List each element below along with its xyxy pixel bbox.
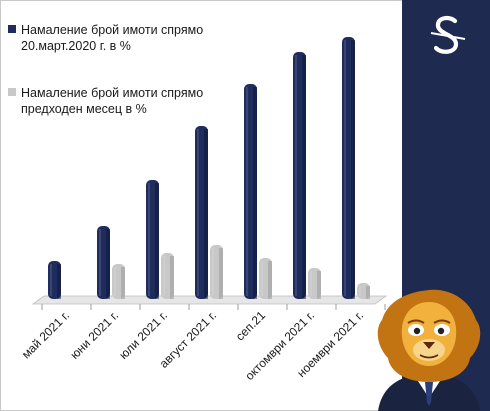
bar-series-1-6 [293, 52, 306, 299]
bar-series-1-1 [48, 261, 61, 299]
bar-series-1-4 [195, 126, 208, 299]
bar-series-1-5 [244, 84, 257, 299]
bar-series-2-4 [210, 245, 223, 299]
bar-series-2-3 [161, 253, 174, 299]
bar-series-2-2 [112, 264, 125, 299]
legend-swatch-series-2 [8, 88, 16, 96]
legend-swatch-series-1 [8, 25, 16, 33]
x-tick-label-1: май 2021 г. [19, 308, 72, 361]
x-tick-label-2: юни 2021 г. [67, 308, 121, 362]
bar-series-2-6 [308, 268, 321, 299]
bar-series-1-3 [146, 180, 159, 299]
bar-series-1-7 [342, 37, 355, 299]
legend-item-series-1: Намаление брой имоти спрямо 20.март.2020… [8, 22, 261, 54]
legend-item-series-2: Намаление брой имоти спрямо предходен ме… [8, 85, 261, 117]
bar-chart: май 2021 г.юни 2021 г.юли 2021 г.август … [19, 37, 388, 383]
legend-label-series-1: Намаление брой имоти спрямо 20.март.2020… [21, 23, 204, 53]
bar-series-1-2 [97, 226, 110, 299]
chart-floor [31, 295, 388, 305]
bar-series-2-7 [357, 283, 370, 299]
x-tick-label-3: юли 2021 г. [116, 308, 170, 362]
stylized-s-logo-icon [430, 15, 466, 54]
bar-series-2-5 [259, 258, 272, 299]
x-tick-label-5: сеп.21 [233, 308, 268, 343]
lion-mascot-icon [377, 289, 481, 411]
legend-label-series-2: Намаление брой имоти спрямо предходен ме… [21, 86, 204, 116]
